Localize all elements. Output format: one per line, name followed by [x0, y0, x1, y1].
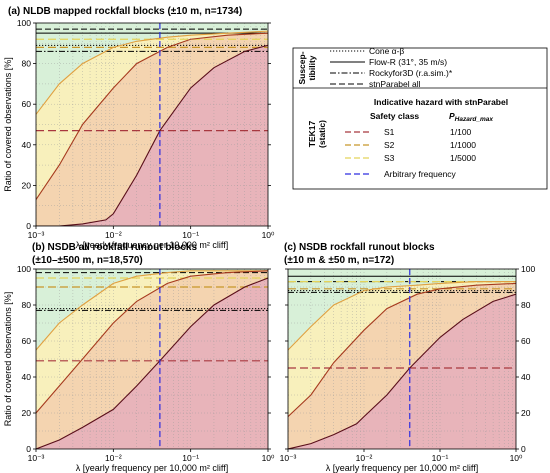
curve-S3 [288, 281, 516, 351]
plot-area [36, 23, 268, 226]
legend-row-p: 1/100 [450, 127, 472, 137]
legend-safety-class-header: Safety class [370, 111, 419, 121]
x-tick-label: 10⁰ [510, 453, 523, 463]
x-tick-label: 10⁻³ [280, 453, 297, 463]
plot-frame [287, 268, 517, 450]
curve-S3 [36, 270, 268, 351]
y-tick-label: 60 [521, 336, 531, 346]
y-axis-label: Ratio of covered observations [%] [3, 57, 13, 192]
region-s1 [36, 45, 268, 226]
y-tick-label: 20 [22, 180, 32, 190]
legend-frame [292, 47, 548, 190]
chart-panel-2: 0 20 40 60 80 100 10⁻³ 10⁻² 10⁻¹ 10⁰ λ [yearly fre… [280, 242, 536, 473]
y-tick-label: 20 [521, 408, 531, 418]
legend-label-cone: Cone α-β [369, 46, 404, 56]
curve-S2 [288, 282, 516, 417]
x-tick-label: 10⁻¹ [182, 453, 199, 463]
y-tick-label: 100 [17, 18, 31, 28]
y-tick-label: 0 [521, 444, 526, 454]
legend-tek-title: (static) [317, 120, 327, 148]
legend-row-p: 1/1000 [450, 140, 476, 150]
x-tick-label: 10⁻² [105, 453, 122, 463]
legend-row-label: S2 [384, 140, 395, 150]
x-axis-label: λ [yearly frequency per 10,000 m² cliff] [76, 240, 228, 250]
curve-S3 [36, 30, 268, 115]
plot-frame [35, 22, 269, 227]
legend-label-stn: stnParabel all [369, 79, 421, 89]
chart-subtitle: (±10 m & ±50 m, n=172) [284, 255, 394, 266]
y-tick-label: 80 [521, 300, 531, 310]
legend-susceptibility-title: tibility [307, 55, 317, 80]
chart-title: (b) NSDB all rockfall runout blocks [32, 242, 197, 253]
legend-row-label: S3 [384, 153, 395, 163]
legend-susceptibility-title: Suscep- [297, 51, 307, 84]
curve-S1 [36, 44, 268, 226]
x-tick-label: 10⁻¹ [182, 230, 199, 240]
chart-title: (a) NLDB mapped rockfall blocks (±10 m, … [8, 6, 242, 17]
curve-S2 [36, 270, 268, 414]
region-s1 [36, 278, 268, 449]
y-tick-label: 60 [22, 99, 32, 109]
y-tick-label: 40 [521, 372, 531, 382]
region-s1 [288, 294, 516, 449]
legend-label-rocky: Rockyfor3D (r.a.sim.)* [369, 68, 453, 78]
x-tick-label: 10⁻² [105, 230, 122, 240]
legend-tek-title: TEK17 [307, 121, 317, 148]
y-axis-label: Ratio of covered observations [%] [3, 292, 13, 427]
plot-area [288, 269, 516, 449]
y-tick-label: 80 [22, 59, 32, 69]
y-tick-label: 0 [26, 444, 31, 454]
plot-frame [35, 268, 269, 450]
y-tick-label: 40 [22, 140, 32, 150]
y-tick-label: 100 [17, 264, 31, 274]
legend-hazard-header: Indicative hazard with stnParabel [374, 97, 508, 107]
curve-S1 [288, 293, 516, 449]
legend-label-flow: Flow-R (31°, 35 m/s) [369, 57, 447, 67]
x-axis-label: λ [yearly frequency per 10,000 m² cliff] [326, 463, 478, 473]
y-tick-label: 40 [22, 372, 32, 382]
x-tick-label: 10⁰ [262, 453, 275, 463]
legend-row-label: S1 [384, 127, 395, 137]
y-tick-label: 80 [22, 300, 32, 310]
x-tick-label: 10⁻² [356, 453, 373, 463]
legend-row-p: 1/5000 [450, 153, 476, 163]
x-tick-label: 10⁻³ [28, 453, 45, 463]
legend-p-subscript: Hazard_max [455, 116, 494, 123]
x-tick-label: 10⁰ [262, 230, 275, 240]
chart-panel-0: 0 20 40 60 80 100 10⁻³ 10⁻² 10⁻¹ 10⁰ λ [yearly fre… [3, 6, 275, 250]
curve-S1 [36, 277, 268, 449]
chart-panel-1: 0 20 40 60 80 100 10⁻³ 10⁻² 10⁻¹ 10⁰ λ [yearly fre… [3, 242, 275, 473]
y-tick-label: 20 [22, 408, 32, 418]
curve-S2 [36, 32, 268, 200]
chart-title: (c) NSDB rockfall runout blocks [284, 242, 435, 253]
x-tick-label: 10⁻¹ [432, 453, 449, 463]
chart-subtitle: (±10–±500 m, n=18,570) [32, 255, 143, 266]
y-tick-label: 60 [22, 336, 32, 346]
x-axis-label: λ [yearly frequency per 10,000 m² cliff] [76, 463, 228, 473]
x-tick-label: 10⁻³ [28, 230, 45, 240]
y-tick-label: 0 [26, 221, 31, 231]
y-tick-label: 100 [521, 264, 535, 274]
legend-label-arbitrary: Arbitrary frequency [384, 169, 457, 179]
plot-area [36, 269, 268, 449]
